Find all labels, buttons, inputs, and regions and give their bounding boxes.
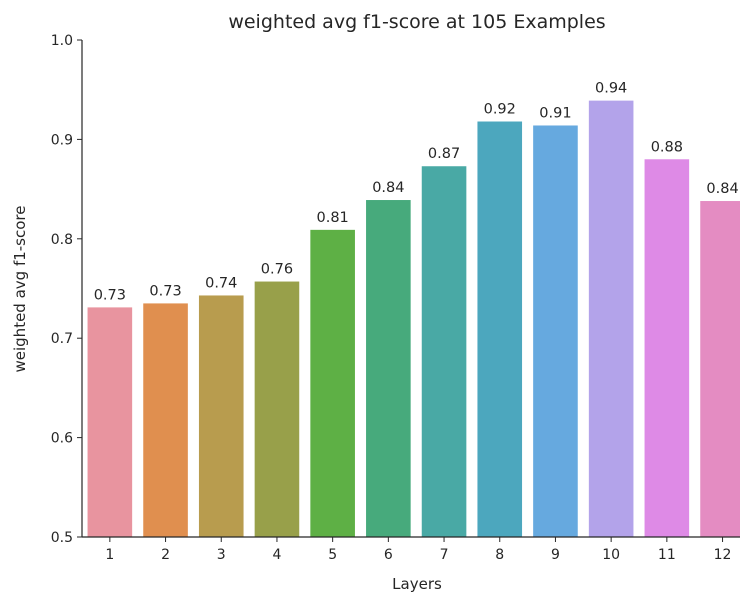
bar-layer-5 — [310, 229, 355, 537]
x-tick-label-6: 6 — [384, 547, 393, 563]
bar-layer-2 — [143, 303, 188, 537]
bar-value-label-2: 0.73 — [149, 283, 181, 299]
bar-layer-1 — [87, 307, 133, 537]
x-axis-label: Layers — [392, 575, 442, 593]
y-tick-label: 0.7 — [51, 331, 73, 347]
x-tick-label-5: 5 — [328, 547, 337, 563]
x-tick-label-10: 10 — [602, 547, 620, 563]
bar-value-label-3: 0.74 — [205, 275, 237, 291]
bar-layer-8 — [477, 121, 523, 537]
bars-layer — [87, 100, 740, 538]
x-tick-label-9: 9 — [551, 547, 560, 563]
bar-value-label-6: 0.84 — [372, 180, 404, 196]
bar-value-label-1: 0.73 — [94, 287, 126, 303]
bar-value-label-11: 0.88 — [651, 139, 683, 155]
y-tick-label: 0.6 — [51, 431, 73, 447]
bar-labels-layer: 0.73 0.73 0.74 0.76 0.81 0.84 0.87 0.92 0.91 0.94… — [94, 81, 739, 304]
x-tick-label-3: 3 — [217, 547, 226, 563]
y-tick-label: 0.9 — [51, 132, 73, 148]
bar-layer-9 — [533, 125, 578, 537]
y-tick-label: 1.0 — [51, 33, 73, 49]
bar-layer-11 — [644, 159, 690, 537]
bar-value-label-12: 0.84 — [706, 181, 738, 197]
bar-value-label-5: 0.81 — [317, 210, 349, 226]
bar-layer-12 — [700, 201, 740, 537]
bar-layer-4 — [254, 281, 300, 537]
x-tick-label-8: 8 — [495, 547, 504, 563]
x-tick-label-12: 12 — [714, 547, 732, 563]
axes-layer — [81, 40, 740, 538]
bar-layer-10 — [588, 100, 634, 537]
x-tick-label-1: 1 — [105, 547, 114, 563]
bar-layer-7 — [421, 166, 467, 538]
x-tick-label-7: 7 — [440, 547, 449, 563]
bar-layer-3 — [198, 295, 244, 537]
bar-value-label-7: 0.87 — [428, 146, 460, 162]
bar-value-label-9: 0.91 — [539, 105, 571, 121]
chart-title: weighted avg f1-score at 105 Examples — [228, 11, 605, 33]
x-tick-label-2: 2 — [161, 547, 170, 563]
ticks-layer: 1 2 3 4 5 6 7 8 9 10 11 120.50.60.70.80.91.0 — [51, 33, 732, 563]
y-tick-label: 0.5 — [51, 530, 73, 546]
bar-layer-6 — [366, 200, 411, 537]
bar-value-label-4: 0.76 — [261, 262, 293, 278]
bar-value-label-8: 0.92 — [484, 102, 516, 118]
x-tick-label-4: 4 — [272, 547, 281, 563]
y-axis-label: weighted avg f1-score — [11, 206, 29, 373]
bar-value-label-10: 0.94 — [595, 81, 627, 97]
y-tick-label: 0.8 — [51, 232, 73, 248]
x-tick-label-11: 11 — [658, 547, 676, 563]
